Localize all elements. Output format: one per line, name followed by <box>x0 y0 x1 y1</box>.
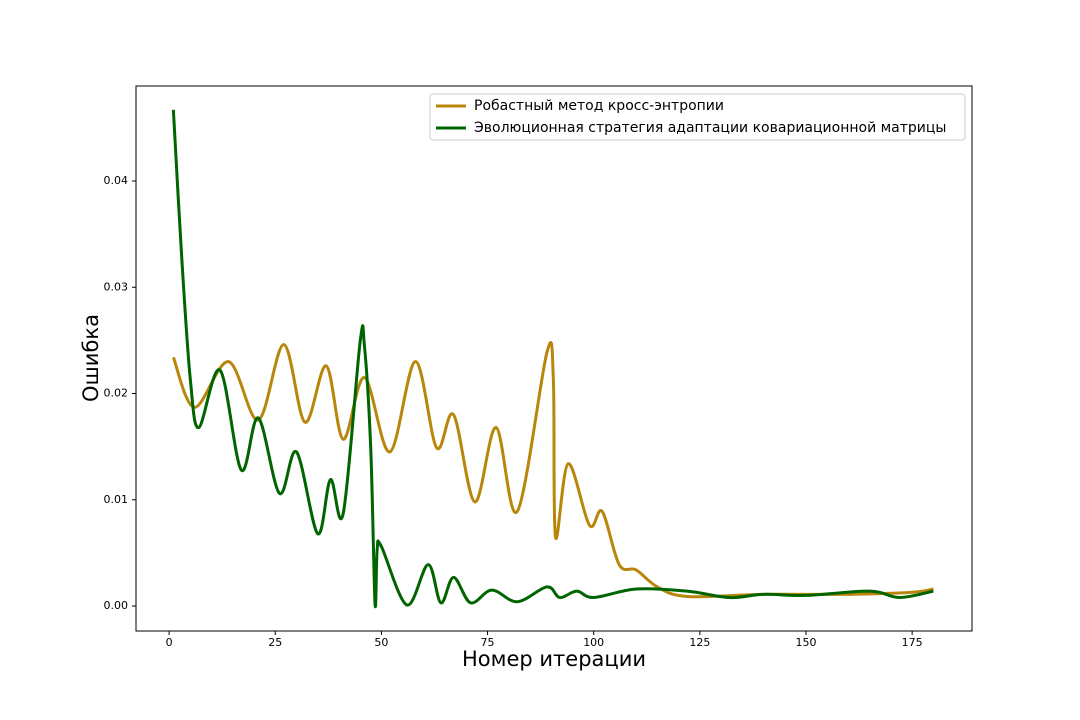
legend-box <box>429 93 966 141</box>
line-series <box>171 109 934 609</box>
y-tick-label: 0.01 <box>104 493 129 506</box>
legend-text: Робастный метод кросс-энтропии <box>474 98 724 114</box>
x-tick-label: 150 <box>795 636 816 649</box>
x-tick-label: 75 <box>481 636 495 649</box>
y-tick-label: 0.03 <box>104 280 129 293</box>
y-axis-label: Ошибка <box>79 314 103 402</box>
x-tick-label: 0 <box>166 636 173 649</box>
plot-frame <box>135 85 973 632</box>
x-tick-label: 100 <box>583 636 604 649</box>
legend-text: Эволюционная стратегия адаптации ковариа… <box>474 120 947 136</box>
x-tick-label: 50 <box>374 636 388 649</box>
y-tick-label: 0.02 <box>104 387 129 400</box>
y-tick-label: 0.00 <box>104 599 129 612</box>
y-tick-label: 0.04 <box>104 174 129 187</box>
x-tick-label: 175 <box>902 636 923 649</box>
x-axis-label: Номер итерации <box>462 647 646 671</box>
line-series <box>171 341 934 599</box>
x-tick-label: 25 <box>268 636 282 649</box>
x-tick-label: 125 <box>689 636 710 649</box>
